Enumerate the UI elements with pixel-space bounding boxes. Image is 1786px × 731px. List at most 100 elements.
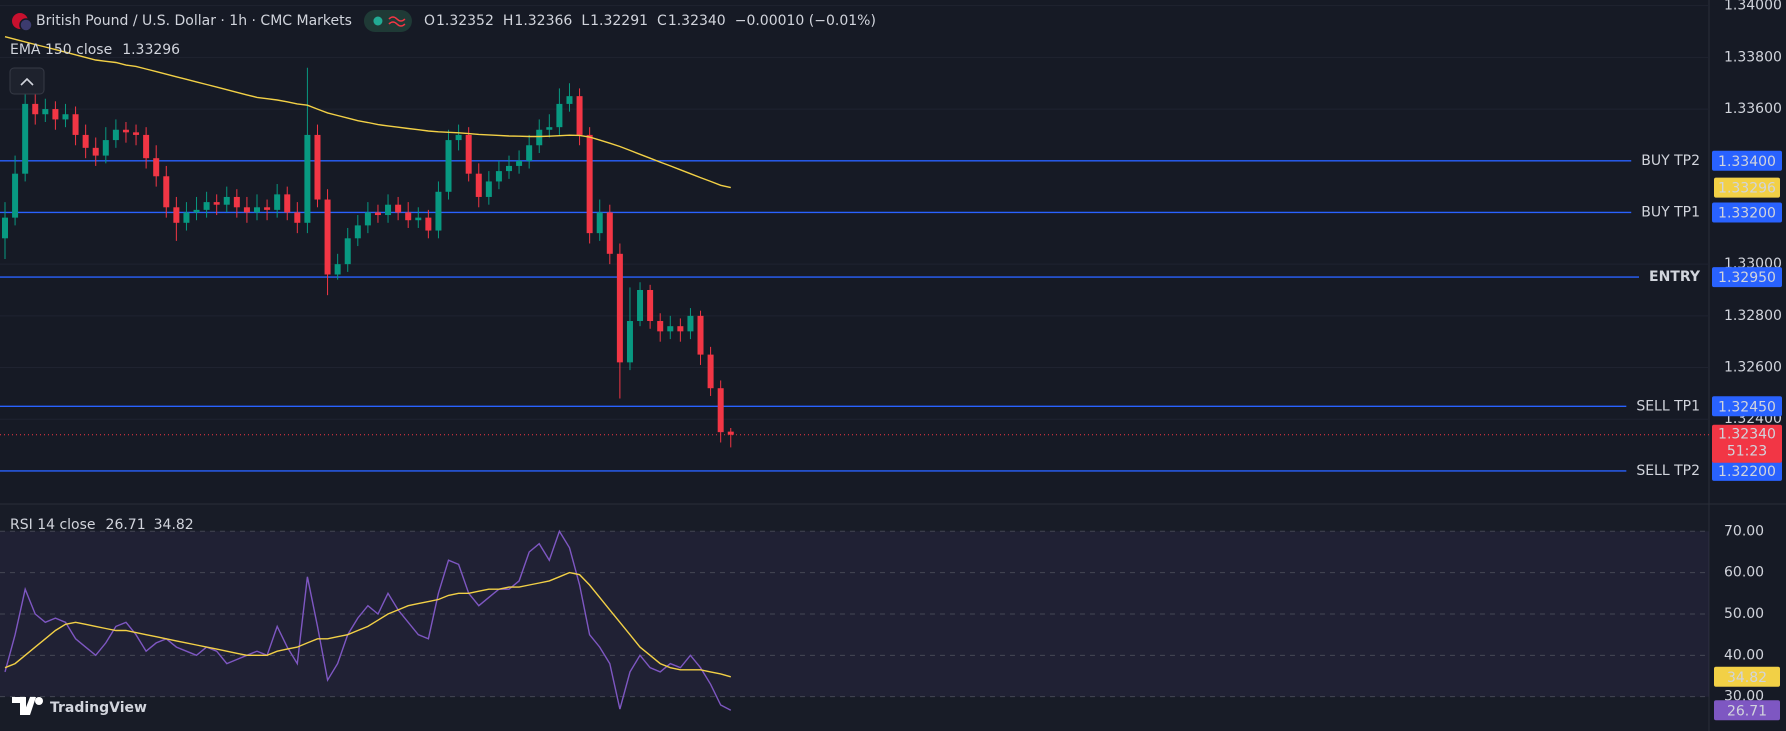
indicator-value: 34.82 [154, 517, 194, 533]
watermark-logo [12, 697, 43, 715]
candle-body [415, 217, 422, 221]
candle-body [112, 129, 119, 141]
indicator-value: 26.71 [106, 517, 146, 533]
candle-body [32, 103, 39, 115]
legend-key: H [503, 13, 514, 29]
candle-body [193, 209, 200, 213]
candle-body [213, 202, 220, 205]
candle-body [163, 176, 170, 208]
candle-body [536, 129, 543, 146]
candle-body [334, 264, 341, 275]
y-tick-label: 1.32600 [1724, 360, 1782, 376]
y-tick-label: 70.00 [1724, 523, 1764, 539]
candle-body [122, 129, 129, 133]
candle-body [133, 132, 140, 135]
level-badge [1712, 202, 1782, 223]
candle-body [697, 315, 704, 355]
candle-body [495, 171, 502, 182]
chart-title: British Pound / U.S. Dollar · 1h · CMC M… [36, 13, 352, 29]
candle-body [364, 212, 371, 226]
rsi-badge-value: 34.82 [1727, 670, 1767, 686]
ema-line [4, 36, 731, 189]
candle-body [425, 217, 432, 231]
candle-body [616, 253, 623, 363]
candle-body [475, 173, 482, 197]
delay-icon [388, 16, 406, 27]
legend-key: O [424, 13, 435, 29]
candle-body [173, 207, 180, 223]
legend-key: L [581, 13, 589, 29]
legend-value: 1.32340 [668, 13, 726, 29]
level-price: 1.32450 [1718, 399, 1776, 415]
candle-body [324, 199, 331, 275]
candle-body [203, 202, 210, 210]
last-price-badge [1712, 424, 1782, 463]
candle-body [354, 225, 361, 239]
candle-body [183, 212, 190, 223]
y-tick-label: 1.32800 [1724, 308, 1782, 324]
candle-body [153, 158, 160, 177]
level-name: SELL TP1 [1636, 398, 1700, 414]
level-price: 1.32950 [1718, 270, 1776, 286]
candle-body [42, 109, 49, 115]
candle-body [304, 134, 311, 223]
candle-body [374, 212, 381, 216]
candle-body [647, 289, 654, 322]
logo-mark [12, 697, 36, 715]
candle-body [556, 103, 563, 128]
candle-body [264, 207, 271, 210]
collapse-box[interactable] [9, 67, 45, 95]
candle-body [526, 145, 533, 161]
level-badge [1712, 460, 1782, 481]
legend-key: C [657, 13, 667, 29]
level-badge [1712, 150, 1782, 171]
level-name: ENTRY [1649, 269, 1701, 285]
candle-body [284, 194, 291, 213]
candle-body [546, 127, 553, 130]
candle-body [677, 326, 684, 332]
rsi-line [4, 571, 731, 678]
legend-value: 1.32291 [590, 13, 648, 29]
level-badge [1712, 396, 1782, 417]
flag-us [19, 18, 33, 32]
candle-body [314, 134, 321, 200]
candle-body [596, 212, 603, 234]
y-tick-label: 40.00 [1724, 647, 1764, 663]
indicator-name: EMA 150 close [10, 42, 112, 58]
candle-body [294, 212, 301, 223]
candle-body [626, 321, 633, 363]
candle-body [687, 315, 694, 332]
candle-body [274, 194, 281, 210]
y-tick-label: 50.00 [1724, 606, 1764, 622]
status-pill [363, 10, 412, 32]
candle-body [254, 207, 260, 213]
candle-body [233, 196, 240, 208]
level-price: 1.33400 [1718, 154, 1776, 170]
candle-body [576, 96, 583, 135]
y-tick-label: 1.33600 [1724, 101, 1782, 117]
candle-body [566, 96, 573, 104]
collapse-button[interactable] [9, 67, 45, 95]
candle-body [465, 134, 472, 174]
rsi-pane [0, 504, 1709, 731]
legend-change: −0.00010 (−0.01%) [735, 13, 876, 29]
candle-body [637, 289, 644, 322]
candle-body [435, 191, 442, 231]
rsi-badge [1714, 700, 1780, 721]
candle-body [707, 354, 714, 389]
candle-body [586, 134, 593, 234]
candle-body [606, 212, 613, 254]
candle-body [12, 173, 19, 218]
level-name: SELL TP2 [1636, 463, 1700, 479]
candle-body [243, 207, 250, 213]
candle-body [102, 140, 109, 156]
candle-body [445, 140, 452, 192]
candle-body [657, 321, 664, 332]
candle-body [344, 238, 351, 265]
countdown: 51:23 [1727, 444, 1767, 460]
candle-body [717, 388, 724, 433]
candle-body [2, 217, 8, 239]
